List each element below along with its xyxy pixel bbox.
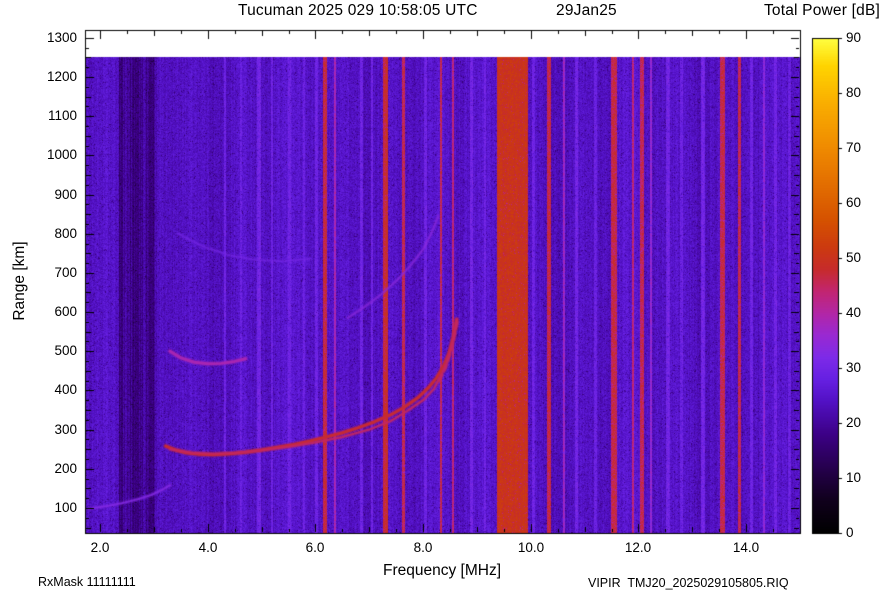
chart-title: Tucuman 2025 029 10:58:05 UTC [238,2,478,19]
colorbar-tick-label: 50 [846,250,862,265]
y-tick-label: 1200 [46,69,77,84]
y-tick-label: 700 [54,265,77,280]
y-axis-label: Range [km] [11,241,28,321]
y-tick-label: 500 [54,343,77,358]
y-tick-label: 300 [54,422,77,437]
file-source-label: VIPIR TMJ20_2025029105805.RIQ [588,576,789,590]
y-tick-label: 800 [54,226,77,241]
colorbar-tick-label: 40 [846,305,862,320]
y-tick-label: 400 [54,382,77,397]
x-axis-label: Frequency [MHz] [382,562,502,579]
colorbar-title: Total Power [dB] [763,2,880,19]
y-tick-label: 100 [54,500,77,515]
y-tick-label: 200 [54,461,77,476]
colorbar-tick-label: 60 [846,195,862,210]
chart-date: 29Jan25 [556,2,617,19]
x-tick-label: 14.0 [732,540,760,555]
colorbar-tick-label: 10 [846,470,862,485]
colorbar-tick-label: 30 [846,360,862,375]
y-tick-label: 900 [54,187,77,202]
y-tick-label: 600 [54,304,77,319]
colorbar-tick-label: 20 [846,415,862,430]
x-tick-label: 6.0 [305,540,325,555]
x-tick-label: 10.0 [517,540,545,555]
y-tick-label: 1100 [47,108,77,123]
x-tick-label: 2.0 [90,540,110,555]
y-tick-label: 1000 [46,147,77,162]
rxmask-label: RxMask 11111111 [38,575,136,589]
x-tick-label: 8.0 [413,540,433,555]
x-tick-label: 4.0 [198,540,218,555]
colorbar-tick-label: 90 [846,30,862,45]
x-tick-label: 12.0 [624,540,652,555]
colorbar-tick-label: 80 [846,85,862,100]
colorbar-tick-label: 70 [846,140,862,155]
y-tick-label: 1300 [46,30,77,45]
colorbar-tick-label: 0 [846,525,854,540]
